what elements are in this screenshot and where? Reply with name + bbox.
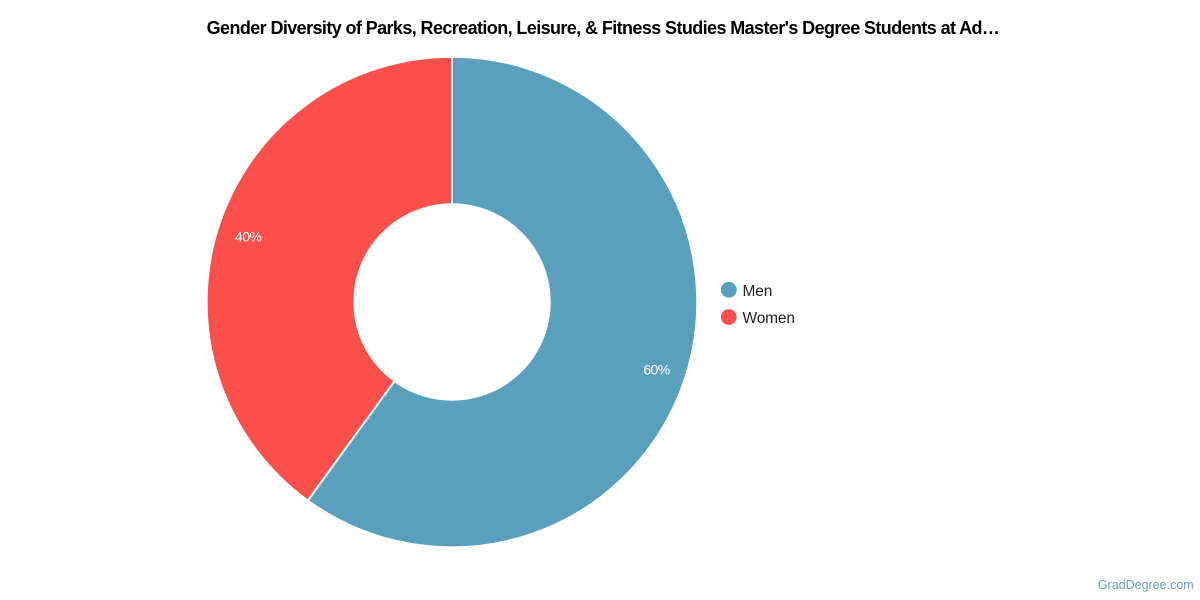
svg-text:40%: 40% (235, 229, 261, 245)
svg-text:GradDegree.com: GradDegree.com (1098, 578, 1194, 592)
svg-text:Men: Men (743, 283, 773, 300)
svg-text:60%: 60% (643, 362, 669, 378)
svg-text:Women: Women (743, 310, 795, 327)
